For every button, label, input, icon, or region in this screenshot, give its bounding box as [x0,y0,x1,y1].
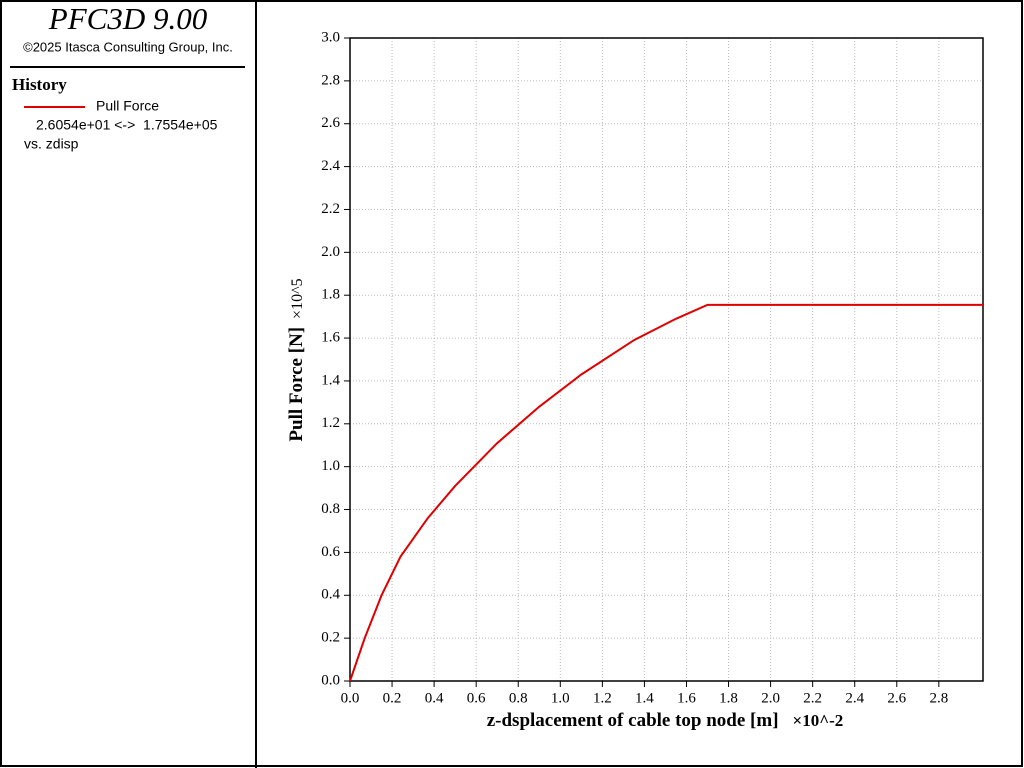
legend-label: Pull Force [96,98,159,114]
x-tick-label: 2.0 [761,690,780,706]
x-tick-label: 1.6 [677,690,696,706]
y-tick-label: 3.0 [321,29,340,45]
x-multiplier: ×10^-2 [793,711,844,730]
y-tick-label: 0.6 [321,544,340,560]
y-tick-label: 2.4 [321,158,340,174]
x-tick-label: 1.4 [635,690,654,706]
x-tick-label: 2.2 [803,690,822,706]
versus-text: vs. zdisp [24,136,79,152]
y-tick-label: 0.8 [321,501,340,517]
x-tick-label: 2.8 [929,690,948,706]
x-tick-label: 0.6 [467,690,486,706]
y-tick-label: 0.2 [321,630,340,646]
y-tick-label: 2.8 [321,72,340,88]
x-tick-label: 0.4 [425,690,444,706]
range-text: 2.6054e+01 <-> 1.7554e+05 [36,117,218,133]
x-label: z-dsplacement of cable top node [m] [487,710,779,731]
x-axis-label: z-dsplacement of cable top node [m] ×10^-… [487,710,844,731]
y-tick-label: 2.2 [321,201,340,217]
y-tick-label: 0.0 [321,672,340,688]
data-line [349,303,983,682]
x-tick-label: 0.0 [341,690,360,706]
x-tick-label: 2.6 [887,690,906,706]
y-tick-label: 2.6 [321,115,340,131]
y-tick-label: 0.4 [321,587,340,603]
y-tick-label: 2.0 [321,244,340,260]
x-tick-label: 1.0 [551,690,570,706]
y-axis-label: Pull Force [N] ×10^5 [286,278,307,441]
y-multiplier: ×10^5 [289,278,306,319]
x-tick-label: 0.8 [509,690,528,706]
app-title: PFC3D 9.00 [48,1,208,36]
x-tick-label: 2.4 [845,690,864,706]
section-title: History [12,75,67,94]
y-tick-label: 1.6 [321,330,340,346]
y-tick-label: 1.0 [321,458,340,474]
x-tick-label: 1.8 [719,690,738,706]
y-tick-label: 1.4 [321,372,340,388]
x-tick-label: 0.2 [383,690,402,706]
copyright: ©2025 Itasca Consulting Group, Inc. [23,39,233,54]
y-tick-label: 1.2 [321,415,340,431]
y-tick-label: 1.8 [321,287,340,303]
x-tick-label: 1.2 [593,690,612,706]
y-label: Pull Force [N] [286,327,307,442]
plot-frame [349,37,984,682]
